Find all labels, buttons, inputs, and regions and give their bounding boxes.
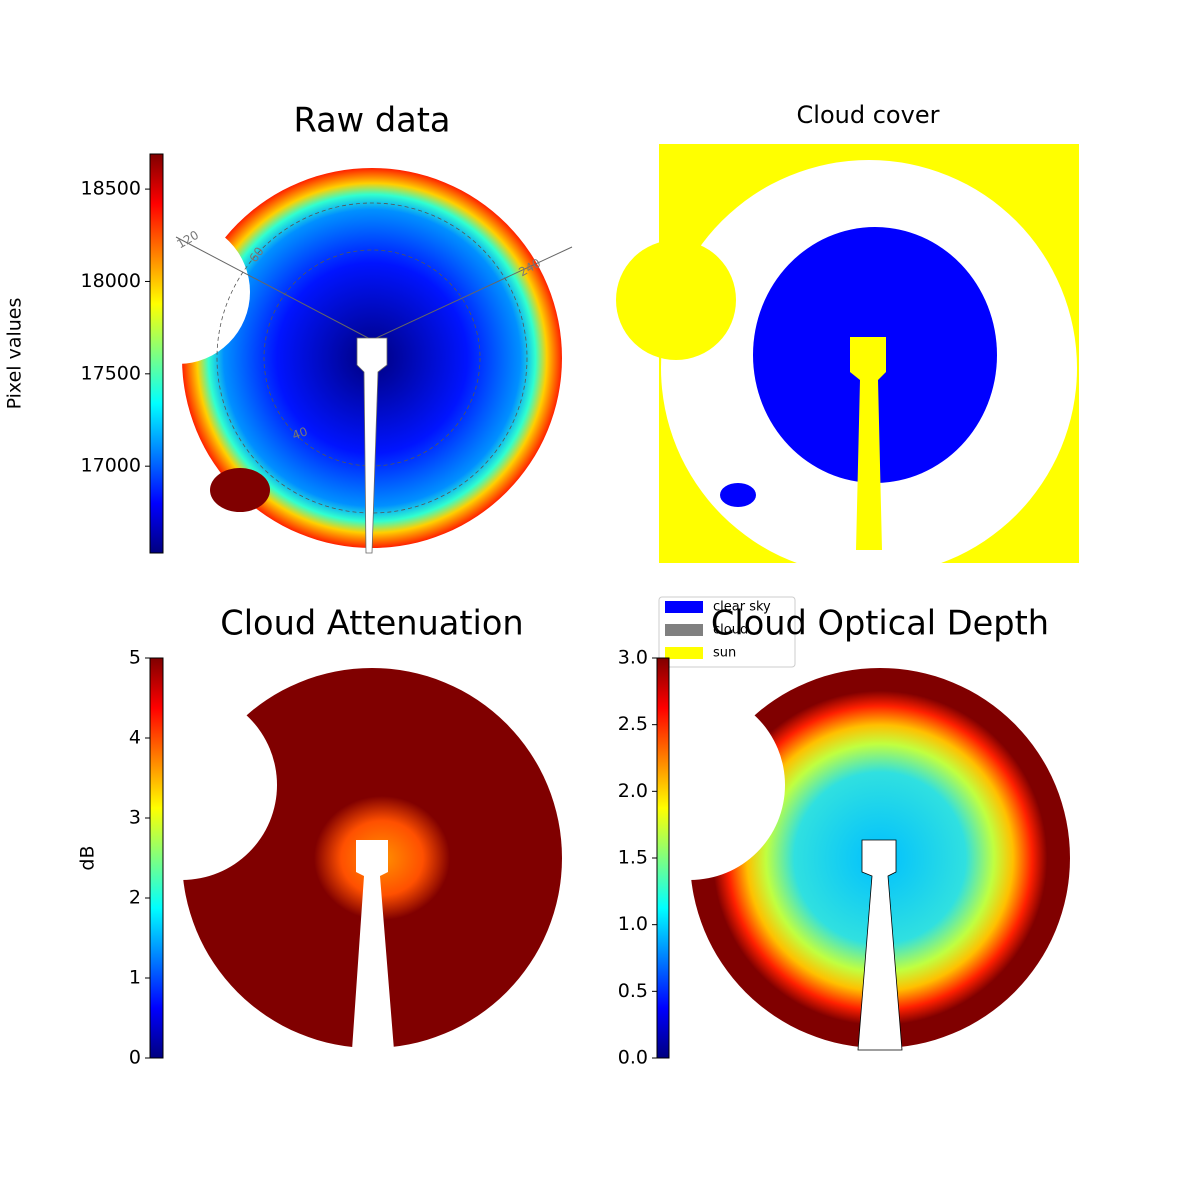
y-tick-label: 17500 xyxy=(81,362,141,384)
legend-label: cloud xyxy=(713,623,748,638)
legend-label: clear sky xyxy=(713,600,771,615)
y-tick-label: 17000 xyxy=(81,455,141,477)
panel-title: Cloud Attenuation xyxy=(220,604,523,643)
y-tick-label: 1.5 xyxy=(618,847,648,869)
angle-label: 40 xyxy=(290,424,309,442)
y-tick-label: 0.0 xyxy=(618,1047,648,1069)
y-tick-label: 18500 xyxy=(81,178,141,200)
raw-image xyxy=(106,168,573,554)
colorbar xyxy=(656,657,670,1059)
y-tick-label: 0 xyxy=(129,1047,141,1069)
y-tick-label: 2 xyxy=(129,887,141,909)
y-tick-label: 5 xyxy=(129,647,141,669)
legend-swatch xyxy=(665,647,703,659)
colorbar-label: dB xyxy=(77,845,99,870)
cloud-cover-image xyxy=(616,144,1079,576)
y-tick-label: 1.0 xyxy=(618,913,648,935)
y-tick-label: 0.5 xyxy=(618,980,648,1002)
colorbar xyxy=(149,657,164,1059)
y-tick-label: 1 xyxy=(129,967,141,989)
y-tick-label: 3.0 xyxy=(618,647,648,669)
colorbar-label: Pixel values xyxy=(4,298,26,410)
legend-swatch xyxy=(665,624,703,636)
panel-title: Cloud cover xyxy=(797,101,940,129)
y-tick-label: 2.0 xyxy=(618,780,648,802)
panel-title: Cloud Optical Depth xyxy=(711,604,1049,643)
y-tick-label: 4 xyxy=(129,727,141,749)
attenuation-image xyxy=(87,668,562,1050)
legend-swatch xyxy=(665,601,703,613)
y-tick-label: 3 xyxy=(129,807,141,829)
y-tick-label: 2.5 xyxy=(618,713,648,735)
legend-label: sun xyxy=(713,646,736,661)
y-tick-label: 18000 xyxy=(81,270,141,292)
optical-depth-image xyxy=(595,668,1070,1051)
panel-title: Raw data xyxy=(294,101,451,140)
colorbar xyxy=(149,153,164,554)
